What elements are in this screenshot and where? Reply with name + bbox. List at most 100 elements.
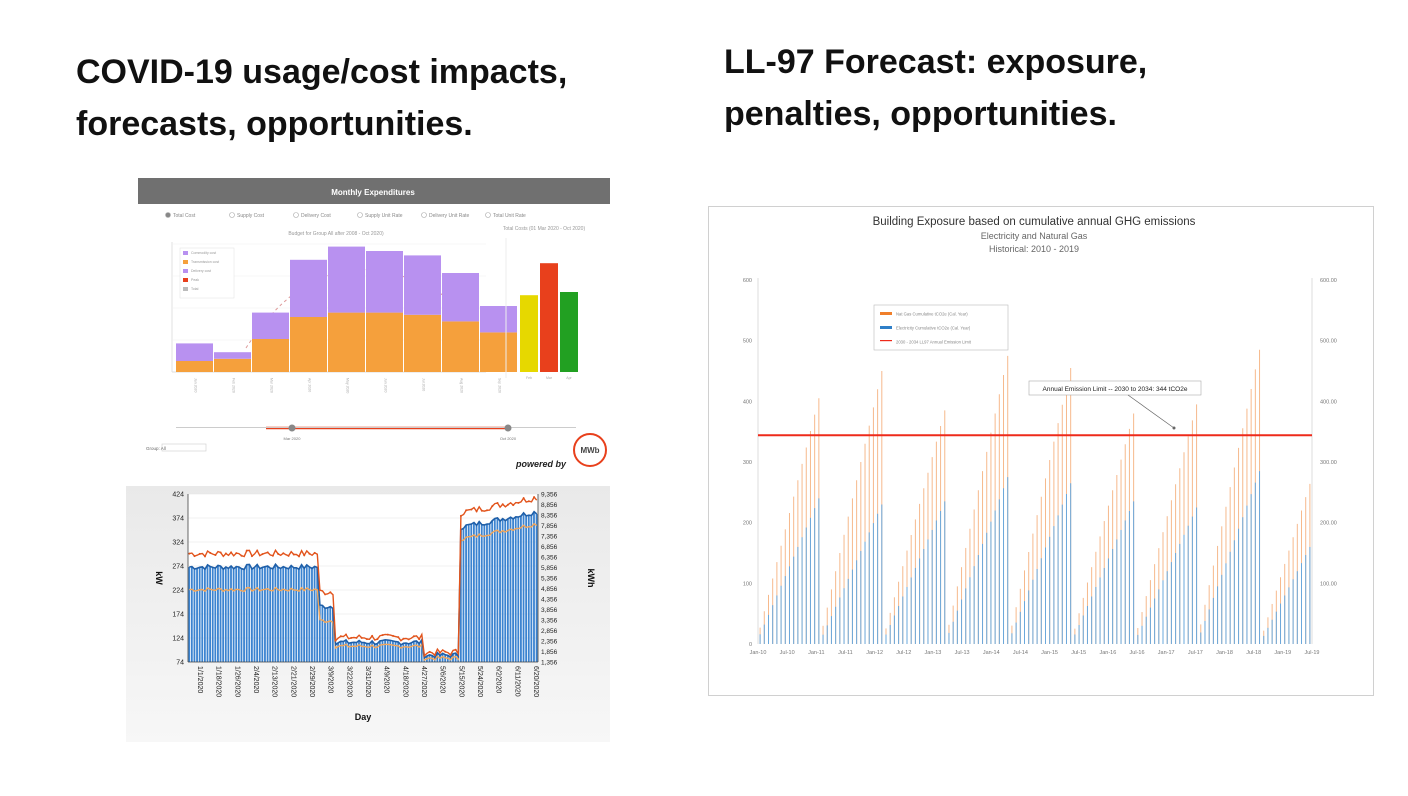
chart-title: Building Exposure based on cumulative an… (873, 216, 1196, 228)
x-tick: Jul-11 (838, 650, 853, 656)
daily-kwh-bar (305, 564, 308, 662)
peak-marker (454, 648, 457, 651)
y-tick-right: 1,356 (541, 660, 558, 667)
x-tick: Jan-11 (808, 650, 824, 656)
delivery-cost-bar (404, 255, 441, 315)
daily-kwh-bar (365, 643, 368, 662)
daily-kwh-bar (360, 642, 363, 662)
group-select[interactable] (161, 443, 207, 452)
x-tick: 6/11/2020 (513, 666, 520, 697)
peak-marker (475, 510, 478, 513)
peak-marker (506, 503, 509, 506)
group-select-label: Group: All (146, 446, 166, 451)
supply-cost-bar (176, 361, 213, 372)
daily-kwh-bar (399, 644, 402, 662)
peak-marker (402, 637, 405, 640)
radio-0[interactable] (165, 212, 171, 218)
daily-kwh-bar (284, 567, 287, 662)
x-tick: Jul-13 (955, 650, 970, 656)
peak-marker (287, 554, 290, 557)
daily-kwh-bar (459, 529, 462, 662)
legend-entry: Transmission cost (191, 260, 219, 264)
peak-marker (329, 591, 332, 594)
y-tick-left: 74 (176, 660, 184, 667)
x-tick: Jan-15 (1041, 650, 1058, 656)
peak-marker (465, 509, 468, 512)
daily-kwh-bar (384, 639, 387, 662)
y-tick-left: 200 (743, 521, 752, 527)
peak-marker (230, 551, 233, 554)
daily-kwh-bar (480, 524, 483, 662)
y-tick-right: 4,356 (541, 597, 558, 604)
daily-kwh-bar (237, 567, 240, 662)
x-tick: Jul-15 (1071, 650, 1086, 656)
daily-kwh-bar (535, 514, 538, 662)
peak-marker (292, 553, 295, 556)
y-axis-label-left: kW (154, 571, 164, 585)
peak-marker (261, 553, 264, 556)
radio-5[interactable] (485, 212, 491, 218)
x-tick: 6/20/2020 (532, 666, 539, 697)
peak-marker (522, 497, 525, 500)
chart-legend (873, 304, 1009, 351)
peak-marker (256, 549, 259, 552)
range-slider-handle-start[interactable] (288, 424, 296, 432)
daily-kwh-bar (287, 568, 290, 662)
daily-kwh-bar (274, 564, 277, 662)
daily-kwh-bar (345, 639, 347, 662)
x-tick: 5/15/2020 (457, 666, 464, 697)
y-tick-left: 0 (749, 642, 752, 648)
daily-kwh-bar (407, 643, 410, 662)
supply-cost-bar (214, 358, 251, 372)
daily-kwh-bar (410, 642, 413, 662)
peak-marker (371, 634, 374, 637)
chart-subtitle-period: Historical: 2010 - 2019 (989, 244, 1079, 254)
range-slider-handle-end[interactable] (504, 424, 512, 432)
slider-start-label: Mar 2020 (284, 436, 302, 441)
daily-kwh-bar (355, 642, 358, 662)
peak-marker (198, 552, 201, 555)
daily-kwh-bar (350, 642, 353, 662)
daily-kwh-bar (206, 564, 209, 662)
month-tick: Apr 2020 (308, 378, 312, 392)
daily-kwh-bar (295, 567, 298, 662)
daily-kwh-bar (397, 642, 400, 662)
peak-marker (266, 551, 269, 554)
daily-kwh-bar (352, 642, 355, 662)
radio-1[interactable] (229, 212, 235, 218)
dashboard-header-bar (138, 178, 610, 204)
legend-entry: Commodity cost (191, 251, 216, 255)
daily-kwh-bar (467, 524, 470, 662)
daily-kwh-bar (219, 566, 222, 662)
x-tick: 1/18/2020 (215, 666, 222, 697)
month-tick: Aug 2020 (460, 378, 464, 393)
peak-marker (339, 635, 342, 638)
radio-3[interactable] (357, 212, 363, 218)
avg-demand-line (189, 510, 538, 660)
daily-kwh-bar (392, 640, 394, 662)
daily-kwh-bar (499, 521, 501, 662)
daily-kwh-bar (402, 643, 405, 662)
peak-marker (271, 554, 274, 557)
supply-cost-bar (442, 321, 479, 372)
y-tick-left: 374 (172, 516, 184, 523)
daily-kwh-bar (326, 607, 329, 662)
total-cost-bar (560, 292, 578, 372)
x-tick: 2/13/2020 (271, 666, 278, 697)
daily-kwh-bar (371, 641, 373, 662)
supply-cost-bar (290, 317, 327, 372)
radio-2[interactable] (293, 212, 299, 218)
daily-kwh-bar (517, 516, 520, 662)
daily-kwh-bar (196, 568, 198, 662)
supply-cost-bar (366, 312, 403, 372)
slider-end-label: Oct 2020 (500, 436, 517, 441)
daily-kwh-bar (256, 564, 259, 662)
month-tick: Jan 2020 (194, 378, 198, 392)
daily-kwh-bar (491, 520, 494, 662)
daily-kwh-bar (509, 517, 512, 662)
daily-kwh-bar (324, 608, 326, 662)
radio-label: Supply Unit Rate (365, 213, 403, 219)
x-tick: Jan-14 (983, 650, 1000, 656)
y-tick-left: 400 (743, 399, 752, 405)
radio-4[interactable] (421, 212, 427, 218)
